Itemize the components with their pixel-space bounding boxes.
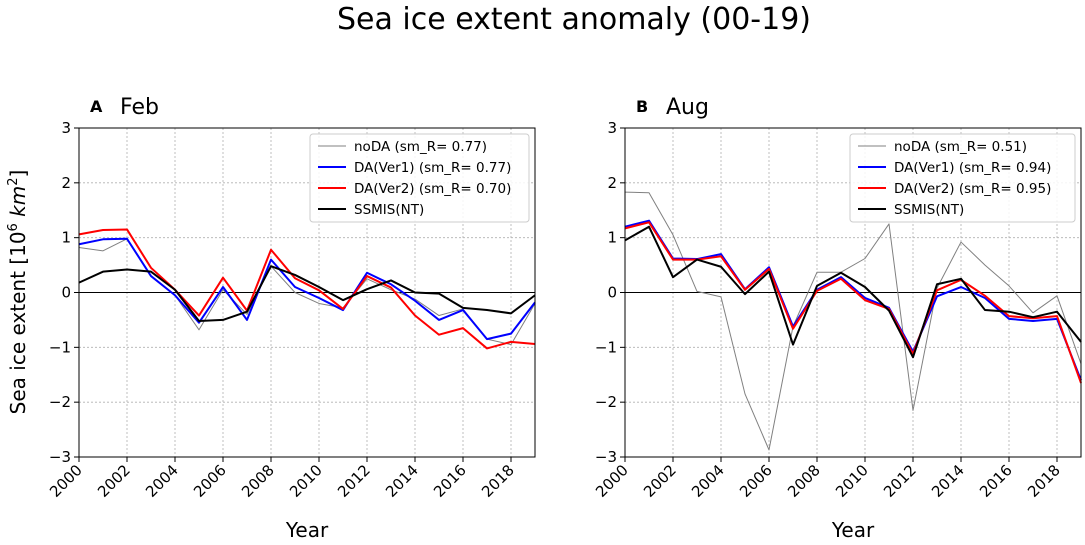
y-tick-label: 1 (61, 229, 71, 247)
legend-label-da1: DA(Ver1) (sm_R= 0.77) (354, 160, 511, 176)
y-tick-label: −3 (49, 448, 71, 466)
legend-box (849, 133, 1076, 223)
panel-title: Feb (120, 95, 159, 120)
x-tick-label: 2002 (640, 461, 680, 501)
legend-label-noda: noDA (sm_R= 0.51) (894, 139, 1027, 155)
x-tick-label: 2000 (592, 461, 632, 501)
legend-label-ssmis: SSMIS(NT) (354, 202, 424, 218)
x-tick-label: 2012 (880, 461, 920, 501)
y-axis-label-exponent: 6 (6, 223, 21, 231)
x-tick-label: 2006 (736, 461, 776, 501)
x-tick-label: 2004 (688, 461, 728, 501)
series-line-ssmis (78, 265, 536, 323)
x-tick-label: 2000 (46, 461, 86, 501)
y-tick-label: −3 (595, 448, 617, 466)
series-line-da1 (78, 237, 536, 341)
x-tick-label: 2014 (382, 461, 422, 501)
y-axis-label-unit: km (6, 186, 30, 223)
y-axis-label-suffix: ] (6, 170, 30, 178)
legend-label-ssmis: SSMIS(NT) (894, 202, 964, 218)
y-axis-label-unit-exponent: 2 (6, 177, 21, 185)
x-tick-label: 2010 (832, 461, 872, 501)
legend-label-da2: DA(Ver2) (sm_R= 0.70) (354, 181, 511, 197)
y-tick-label: 1 (607, 229, 617, 247)
legend-label-noda: noDA (sm_R= 0.77) (354, 139, 487, 155)
y-axis-label-prefix: Sea ice extent [10 (6, 231, 30, 414)
x-tick-label: 2016 (430, 461, 470, 501)
series-line-ssmis (624, 225, 1082, 359)
legend: noDA (sm_R= 0.77) DA(Ver1) (sm_R= 0.77) DA… (309, 133, 530, 223)
x-tick-label: 2016 (976, 461, 1016, 501)
legend-label-da1: DA(Ver1) (sm_R= 0.94) (894, 160, 1051, 176)
y-tick-label: 0 (607, 284, 617, 302)
x-axis-label: Year (831, 518, 875, 542)
y-tick-label: −2 (595, 393, 617, 411)
y-tick-label: 0 (61, 284, 71, 302)
x-tick-label: 2006 (190, 461, 230, 501)
legend-box (309, 133, 530, 223)
x-tick-label: 2014 (928, 461, 968, 501)
figure-title: Sea ice extent anomaly (00-19) (337, 2, 811, 37)
y-tick-label: 3 (607, 119, 617, 137)
x-tick-label: 2010 (286, 461, 326, 501)
x-tick-label: 2008 (238, 461, 278, 501)
legend: noDA (sm_R= 0.51) DA(Ver1) (sm_R= 0.94) DA… (849, 133, 1076, 223)
y-tick-label: −2 (49, 393, 71, 411)
panel-letter: B (636, 97, 648, 116)
x-tick-label: 2004 (142, 461, 182, 501)
x-tick-label: 2018 (478, 461, 518, 501)
y-tick-label: 2 (61, 174, 71, 192)
y-axis-label: Sea ice extent [106 km2] (6, 170, 30, 415)
series-line-da2 (624, 221, 1082, 384)
y-tick-label: 2 (607, 174, 617, 192)
x-tick-label: 2002 (94, 461, 134, 501)
panel-letter: A (90, 97, 103, 116)
x-axis-label: Year (285, 518, 329, 542)
x-tick-label: 2008 (784, 461, 824, 501)
panel-title: Aug (666, 95, 709, 120)
y-tick-label: −1 (49, 338, 71, 356)
series-line-da1 (624, 219, 1082, 381)
legend-label-da2: DA(Ver2) (sm_R= 0.95) (894, 181, 1051, 197)
y-tick-label: −1 (595, 338, 617, 356)
series-line-da2 (78, 228, 536, 350)
y-tick-label: 3 (61, 119, 71, 137)
x-tick-label: 2012 (334, 461, 374, 501)
x-tick-label: 2018 (1024, 461, 1064, 501)
series-line-noda (624, 191, 1082, 451)
